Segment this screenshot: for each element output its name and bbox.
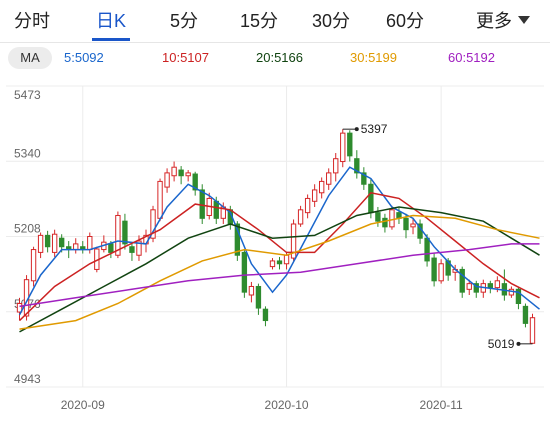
- candle-down: [459, 268, 465, 293]
- tab-daily-k[interactable]: 日K: [96, 11, 127, 31]
- candle-down: [213, 200, 219, 219]
- y-tick-label: 5340: [14, 146, 41, 160]
- candle-down: [368, 183, 374, 214]
- candle-up: [87, 236, 93, 251]
- candle-down: [424, 237, 430, 262]
- x-tick-label: 2020-11: [420, 398, 463, 412]
- candle-down: [192, 173, 198, 191]
- candle-up: [304, 197, 311, 214]
- candle-down: [473, 283, 479, 293]
- candle-up: [466, 283, 472, 290]
- ma5-value: 5:5092: [64, 50, 104, 65]
- tab-15min[interactable]: 15分: [240, 11, 279, 31]
- price-annotation: 5397: [361, 122, 388, 136]
- candle-up: [389, 209, 395, 228]
- annotation-dot: [354, 127, 359, 132]
- ma60-value: 60:5192: [448, 50, 495, 65]
- candle-down: [58, 237, 65, 248]
- y-tick-label: 5208: [14, 222, 41, 236]
- candle-up: [185, 172, 191, 177]
- annotation-dot: [516, 341, 521, 346]
- candle-down: [255, 285, 262, 309]
- x-tick-label: 2020-09: [61, 398, 105, 412]
- more-button[interactable]: 更多: [476, 8, 530, 34]
- ma20-line: [19, 206, 540, 333]
- period-tab-bar: 分时 日K 5分 15分 30分 60分 更多: [0, 0, 550, 43]
- candle-down: [108, 243, 114, 253]
- candle-up: [16, 303, 23, 313]
- y-tick-label: 4943: [14, 372, 41, 386]
- x-tick-label: 2020-10: [265, 398, 309, 412]
- candle-up: [171, 166, 177, 177]
- candle-up: [150, 209, 156, 239]
- candle-up: [73, 243, 79, 251]
- candle-up: [164, 172, 170, 188]
- candle-down: [487, 283, 494, 289]
- candle-up: [438, 263, 444, 282]
- candle-down: [178, 169, 184, 177]
- candle-down: [129, 246, 135, 253]
- ma-legend-bar: MA 5:5092 10:5107 20:5166 30:5199 60:519…: [0, 46, 550, 70]
- candle-up: [297, 209, 304, 225]
- candle-up: [494, 280, 501, 289]
- candle-down: [276, 260, 283, 265]
- ma10-line: [18, 191, 540, 322]
- candle-down: [122, 220, 128, 245]
- ma5-line: [18, 166, 540, 316]
- y-tick-label: 5473: [14, 88, 41, 102]
- candle-down: [361, 172, 367, 185]
- candle-down: [199, 189, 205, 219]
- ma20-value: 20:5166: [256, 50, 303, 65]
- candle-up: [410, 223, 416, 228]
- candle-down: [241, 251, 248, 293]
- candle-up: [115, 214, 121, 256]
- price-annotation: 5019: [488, 337, 515, 351]
- candle-up: [333, 158, 339, 174]
- candle-up: [326, 172, 332, 185]
- candle-down: [522, 305, 529, 324]
- candle-down: [234, 223, 241, 256]
- candle-down: [431, 257, 437, 282]
- tab-60min[interactable]: 60分: [386, 11, 425, 31]
- candle-up: [157, 180, 163, 219]
- ma60-line: [19, 243, 540, 308]
- ma30-value: 30:5199: [350, 50, 397, 65]
- kline-chart[interactable]: 547353405208507649432020-092020-102020-1…: [0, 72, 550, 424]
- caret-down-icon: [518, 16, 530, 25]
- ma30-line: [19, 214, 540, 330]
- candle-up: [51, 233, 58, 253]
- active-tab-indicator: [92, 38, 130, 41]
- candle-up: [311, 189, 318, 202]
- candle-up: [37, 234, 44, 253]
- candle-down: [354, 158, 360, 174]
- candle-up: [340, 132, 346, 163]
- tab-time-sharing[interactable]: 分时: [14, 11, 50, 31]
- candle-down: [262, 308, 269, 322]
- candle-down: [403, 217, 409, 231]
- tab-5min[interactable]: 5分: [170, 11, 199, 31]
- candle-down: [44, 234, 51, 248]
- candle-up: [283, 254, 290, 265]
- candle-up: [136, 240, 142, 256]
- candle-up: [248, 285, 255, 296]
- candle-up: [529, 317, 536, 344]
- candle-up: [30, 249, 37, 282]
- candle-up: [318, 180, 325, 194]
- more-label: 更多: [476, 11, 512, 31]
- candle-down: [375, 212, 381, 222]
- tab-30min[interactable]: 30分: [312, 11, 351, 31]
- candle-down: [347, 132, 353, 157]
- candle-down: [515, 288, 522, 305]
- candle-up: [269, 260, 276, 268]
- candle-down: [382, 217, 388, 228]
- ma-selector-button[interactable]: MA: [8, 47, 52, 69]
- candle-up: [290, 223, 297, 259]
- ma10-value: 10:5107: [162, 50, 209, 65]
